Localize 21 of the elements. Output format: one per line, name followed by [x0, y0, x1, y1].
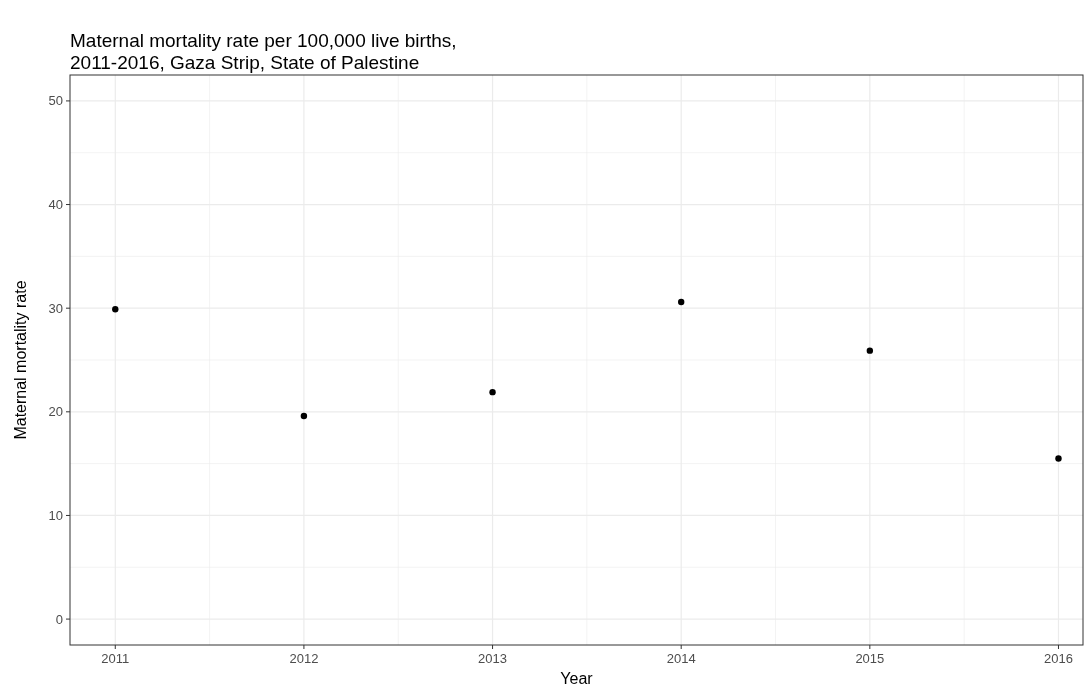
y-tick-label: 20	[48, 404, 63, 420]
point	[678, 298, 685, 306]
point	[1055, 455, 1062, 462]
y-tick-label: 30	[48, 300, 63, 316]
y-tick-label: 50	[48, 93, 63, 109]
x-tick-label: 2013	[478, 651, 508, 666]
y-tick-label: 0	[55, 611, 63, 627]
chart-title: Maternal mortality rate per 100,000 live births, 2011-2016, Gaza Strip, State of Palestine	[70, 30, 457, 73]
x-tick-label: 2015	[855, 651, 885, 666]
point	[489, 388, 496, 396]
y-tick-label: 10	[48, 508, 63, 523]
x-tick-label: 2012	[289, 651, 319, 666]
y-tick-label: 40	[48, 197, 63, 213]
x-axis-title: Year	[560, 670, 594, 687]
x-tick-label: 2014	[666, 651, 696, 666]
point	[866, 347, 874, 354]
point	[300, 412, 308, 420]
y-axis-title: Maternal mortality rate	[12, 280, 29, 440]
x-tick-label: 2016	[1044, 651, 1073, 666]
point	[112, 306, 119, 313]
x-tick-label: 2011	[101, 651, 130, 666]
